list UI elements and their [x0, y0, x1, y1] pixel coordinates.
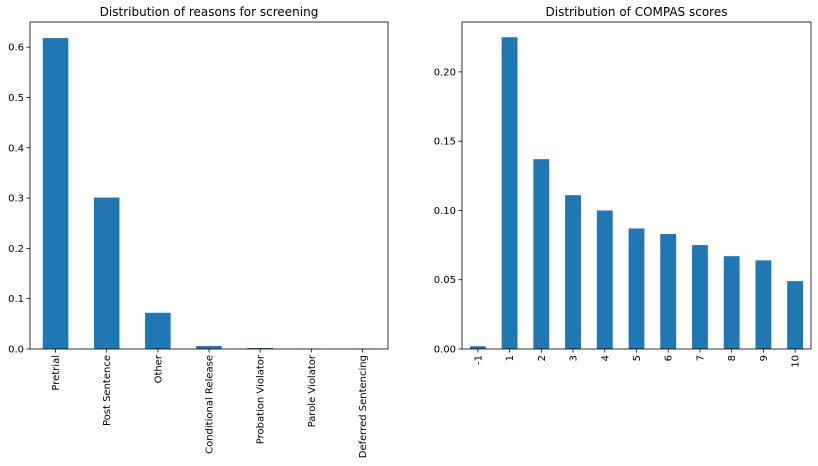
- bar-7: [692, 245, 708, 349]
- x-tick-label: 6: [664, 355, 675, 361]
- y-tick-label: 0.5: [8, 93, 24, 104]
- bar-5: [628, 228, 645, 349]
- bars: [42, 38, 376, 350]
- bar--1: [469, 346, 486, 349]
- bar-9: [755, 260, 772, 349]
- x-tick-label: 1: [505, 355, 516, 361]
- x-tick-label: 2: [537, 355, 548, 361]
- bar-conditional-release: [196, 345, 222, 349]
- x-tick-label: 7: [695, 355, 706, 361]
- bar-probation-violator: [247, 347, 273, 349]
- x-tick-label: 5: [632, 355, 643, 361]
- x-tick-label: Probation Violator: [256, 354, 267, 444]
- y-tick-label: 0.1: [8, 294, 24, 305]
- x-axis-ticks: -1 1 2 3 4 5 6 7 8 9 10: [473, 349, 802, 368]
- bar-4: [596, 210, 613, 349]
- x-tick-label: 8: [727, 355, 738, 361]
- x-tick-label: Post Sentence: [102, 355, 113, 426]
- x-tick-label: 9: [759, 355, 770, 361]
- chart-reasons-for-screening: Distribution of reasons for screening 0.…: [8, 5, 389, 458]
- bar-3: [565, 195, 581, 349]
- y-tick-label: 0.05: [434, 275, 456, 286]
- y-tick-label: 0.3: [8, 194, 24, 205]
- bar-1: [501, 37, 518, 350]
- axes-frame: [461, 21, 812, 350]
- axes-frame: [29, 21, 389, 350]
- chart-title: Distribution of COMPAS scores: [546, 5, 728, 19]
- x-tick-label: Conditional Release: [205, 355, 216, 454]
- x-tick-label: -1: [473, 355, 484, 365]
- bar-pretrial: [42, 38, 69, 350]
- bars: [469, 37, 804, 350]
- bar-8: [723, 256, 740, 349]
- y-tick-label: 0.0: [8, 345, 24, 356]
- x-tick-label: Other: [153, 354, 164, 383]
- x-tick-label: Pretrial: [51, 355, 62, 391]
- bar-10: [787, 281, 804, 349]
- y-tick-label: 0.00: [434, 345, 456, 356]
- bar-post-sentence: [93, 197, 120, 349]
- y-tick-label: 0.20: [434, 67, 456, 78]
- bar-6: [660, 233, 677, 349]
- y-axis-ticks: 0.00 0.05 0.10 0.15 0.20: [434, 67, 462, 356]
- x-tick-label: 10: [791, 355, 802, 368]
- x-tick-label: 4: [600, 355, 611, 361]
- y-tick-label: 0.6: [8, 43, 24, 54]
- y-tick-label: 0.15: [434, 137, 456, 148]
- x-axis-ticks: Pretrial Post Sentence Other Conditional Re…: [51, 349, 369, 458]
- y-tick-label: 0.4: [8, 143, 24, 154]
- y-tick-label: 0.2: [8, 244, 24, 255]
- bar-2: [533, 159, 550, 349]
- y-tick-label: 0.10: [434, 206, 456, 217]
- chart-compas-scores: Distribution of COMPAS scores 0.000.050.…: [434, 5, 812, 368]
- x-tick-label: Parole Violator: [307, 354, 318, 427]
- x-tick-label: Deferred Sentencing: [358, 355, 369, 458]
- bar-other: [145, 312, 171, 349]
- x-tick-label: 3: [569, 355, 580, 361]
- chart-title: Distribution of reasons for screening: [100, 5, 319, 19]
- y-axis-ticks: 0.0 0.1 0.2 0.3 0.4 0.5 0.6: [8, 43, 30, 356]
